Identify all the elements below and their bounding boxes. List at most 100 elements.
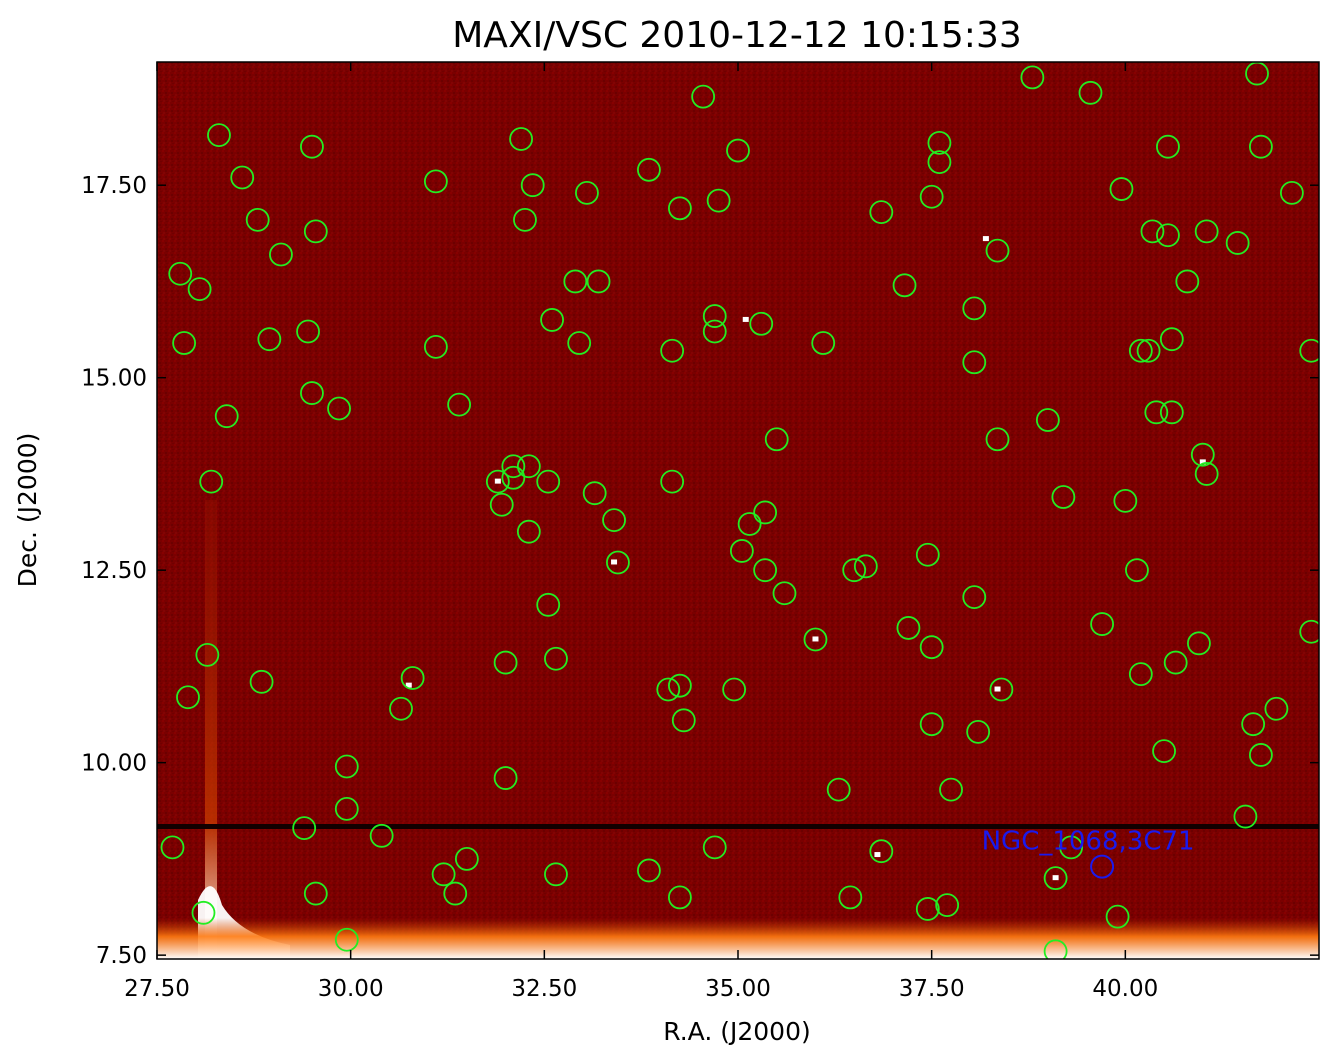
- x-tick-label-3: 35.00: [705, 976, 771, 1002]
- dark-stripe: [157, 824, 1319, 829]
- plot-area: [157, 62, 1319, 959]
- source-circle-55: [493, 766, 518, 790]
- x-axis-label: R.A. (J2000): [663, 1017, 811, 1046]
- source-circle-0: [207, 123, 231, 148]
- source-circle-48: [516, 519, 541, 544]
- source-circle-43: [489, 492, 514, 517]
- source-circle-13: [214, 404, 239, 429]
- source-circle-106: [1020, 65, 1045, 90]
- source-circle-141: [1279, 180, 1304, 205]
- source-circle-112: [1078, 80, 1103, 105]
- source-circle-74: [737, 512, 762, 536]
- bright-pixel-1: [611, 559, 618, 565]
- source-circle-49: [582, 481, 607, 506]
- source-circle-51: [606, 550, 630, 575]
- source-circle-34: [509, 127, 533, 151]
- source-circle-2: [230, 165, 255, 190]
- source-circle-47: [536, 469, 561, 494]
- bright-column: [205, 500, 217, 959]
- source-circle-37: [563, 269, 588, 294]
- source-circle-124: [1156, 134, 1180, 159]
- source-circle-142: [1299, 338, 1319, 363]
- source-circle-10: [296, 319, 320, 344]
- source-circle-80: [803, 627, 828, 652]
- source-circle-6: [168, 261, 193, 286]
- y-axis-label: Dec. (J2000): [13, 433, 42, 588]
- source-circle-44: [501, 454, 526, 479]
- source-circle-115: [1109, 177, 1134, 201]
- source-circle-138: [1249, 134, 1273, 159]
- source-circle-132: [1194, 462, 1219, 486]
- source-circle-90: [915, 542, 940, 567]
- x-axis: 27.50 30.00 32.50 35.00 37.50 40.00: [124, 62, 1158, 1002]
- source-circle-70: [668, 673, 692, 698]
- source-circle-18: [160, 835, 185, 860]
- y-tick-label-1: 10.00: [81, 751, 147, 777]
- source-circle-89: [896, 616, 921, 640]
- x-tick-label-4: 37.50: [899, 976, 965, 1002]
- source-circle-91: [919, 635, 944, 660]
- source-circle-134: [1225, 231, 1250, 255]
- source-circle-58: [668, 885, 692, 910]
- source-circle-57: [637, 858, 661, 883]
- source-circle-125: [1156, 223, 1180, 248]
- source-circle-60: [637, 157, 661, 182]
- source-circle-82: [826, 777, 851, 802]
- target-circle: [1090, 854, 1115, 879]
- source-circle-99: [962, 296, 987, 321]
- chart-title: MAXI/VSC 2010-12-12 10:15:33: [452, 15, 1022, 56]
- source-circle-139: [1249, 743, 1273, 767]
- source-circle-9: [257, 327, 282, 352]
- bright-pixel-3: [994, 686, 1001, 692]
- source-circle-79: [772, 581, 797, 606]
- x-tick-label-5: 40.00: [1092, 976, 1158, 1002]
- source-circle-19: [191, 900, 216, 925]
- source-circle-127: [1159, 400, 1184, 425]
- source-circle-32: [423, 334, 448, 359]
- x-tick-label-2: 32.50: [511, 976, 577, 1002]
- bright-pixel-8: [874, 852, 881, 858]
- source-circle-123: [1152, 739, 1176, 764]
- source-circle-3: [245, 207, 270, 232]
- bright-pixel-0: [494, 478, 501, 484]
- x-tick-label-1: 30.00: [318, 976, 384, 1002]
- source-circle-22: [334, 754, 359, 779]
- source-circle-63: [706, 188, 731, 213]
- source-circle-16: [176, 685, 200, 710]
- source-circle-86: [869, 200, 894, 225]
- source-circle-118: [1128, 662, 1153, 687]
- source-circle-21: [303, 881, 328, 906]
- source-circle-133: [1194, 219, 1219, 244]
- source-circle-8: [172, 331, 197, 355]
- source-circle-102: [966, 719, 991, 744]
- source-circle-65: [660, 338, 685, 363]
- source-circle-81: [811, 331, 836, 355]
- source-circle-78: [764, 427, 789, 452]
- source-circle-52: [536, 592, 561, 617]
- source-circle-35: [520, 173, 545, 198]
- source-circle-109: [1043, 939, 1068, 959]
- source-circle-20: [292, 816, 317, 841]
- source-circle-122: [1144, 400, 1169, 425]
- source-circle-104: [985, 427, 1010, 452]
- source-circle-105: [989, 677, 1014, 702]
- source-circle-129: [1175, 269, 1200, 294]
- source-circle-26: [389, 696, 413, 721]
- source-circle-5: [303, 219, 328, 244]
- source-circle-117: [1125, 558, 1149, 583]
- source-circle-113: [1090, 612, 1114, 636]
- y-tick-label-2: 12.50: [81, 558, 147, 584]
- source-circle-11: [300, 381, 324, 405]
- source-circle-27: [400, 666, 425, 690]
- source-circle-140: [1264, 696, 1289, 721]
- source-circle-38: [586, 269, 611, 294]
- source-circle-94: [927, 130, 952, 155]
- source-circle-59: [702, 835, 727, 860]
- source-circle-68: [660, 469, 685, 494]
- source-circle-73: [729, 539, 754, 563]
- source-circles: [160, 62, 1319, 959]
- source-circle-103: [985, 238, 1010, 263]
- source-circle-98: [939, 777, 963, 802]
- source-circle-77: [753, 558, 778, 583]
